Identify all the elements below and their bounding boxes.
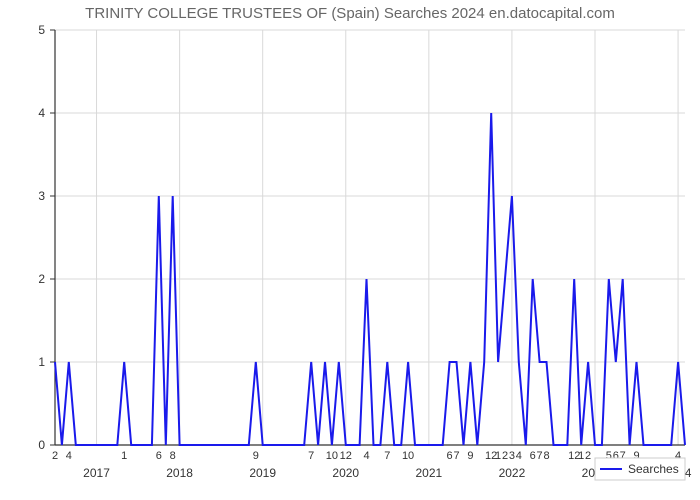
- xtick-year: 2018: [166, 466, 193, 480]
- ytick-label: 1: [38, 355, 45, 369]
- xtick-minor: 1: [121, 450, 127, 462]
- xtick-minor: 10: [326, 450, 338, 462]
- xtick-minor: 7: [308, 450, 314, 462]
- xtick-minor: 9: [253, 450, 259, 462]
- xtick-minor: 7: [453, 450, 459, 462]
- xtick-minor: 6: [447, 450, 453, 462]
- xtick-minor: 3: [509, 450, 515, 462]
- xtick-minor: 4: [516, 450, 522, 462]
- xtick-minor: 6: [530, 450, 536, 462]
- xtick-minor: 4: [363, 450, 369, 462]
- xtick-minor: 4: [66, 450, 72, 462]
- xtick-minor: 6: [156, 450, 162, 462]
- xtick-minor: 7: [537, 450, 543, 462]
- xtick-minor: 2: [52, 450, 58, 462]
- ytick-label: 5: [38, 23, 45, 37]
- xtick-minor: 8: [543, 450, 549, 462]
- ytick-label: 0: [38, 438, 45, 452]
- xtick-minor: 7: [384, 450, 390, 462]
- chart-container: TRINITY COLLEGE TRUSTEES OF (Spain) Sear…: [0, 0, 700, 500]
- xtick-year: 2019: [249, 466, 276, 480]
- xtick-minor: 2: [502, 450, 508, 462]
- xtick-minor: 8: [170, 450, 176, 462]
- xtick-minor: 1: [495, 450, 501, 462]
- chart-title: TRINITY COLLEGE TRUSTEES OF (Spain) Sear…: [85, 5, 615, 22]
- xtick-minor: 9: [467, 450, 473, 462]
- xtick-year: 2017: [83, 466, 110, 480]
- xtick-minor: 2: [585, 450, 591, 462]
- ytick-label: 4: [38, 106, 45, 120]
- ytick-label: 2: [38, 272, 45, 286]
- legend-label: Searches: [628, 462, 679, 476]
- xtick-minor: 12: [340, 450, 352, 462]
- xtick-year: 2021: [415, 466, 442, 480]
- xtick-minor: 1: [578, 450, 584, 462]
- xtick-minor: 10: [402, 450, 414, 462]
- xtick-year: 2022: [499, 466, 526, 480]
- xtick-year: 2020: [332, 466, 359, 480]
- line-chart: TRINITY COLLEGE TRUSTEES OF (Spain) Sear…: [0, 0, 700, 500]
- ytick-label: 3: [38, 189, 45, 203]
